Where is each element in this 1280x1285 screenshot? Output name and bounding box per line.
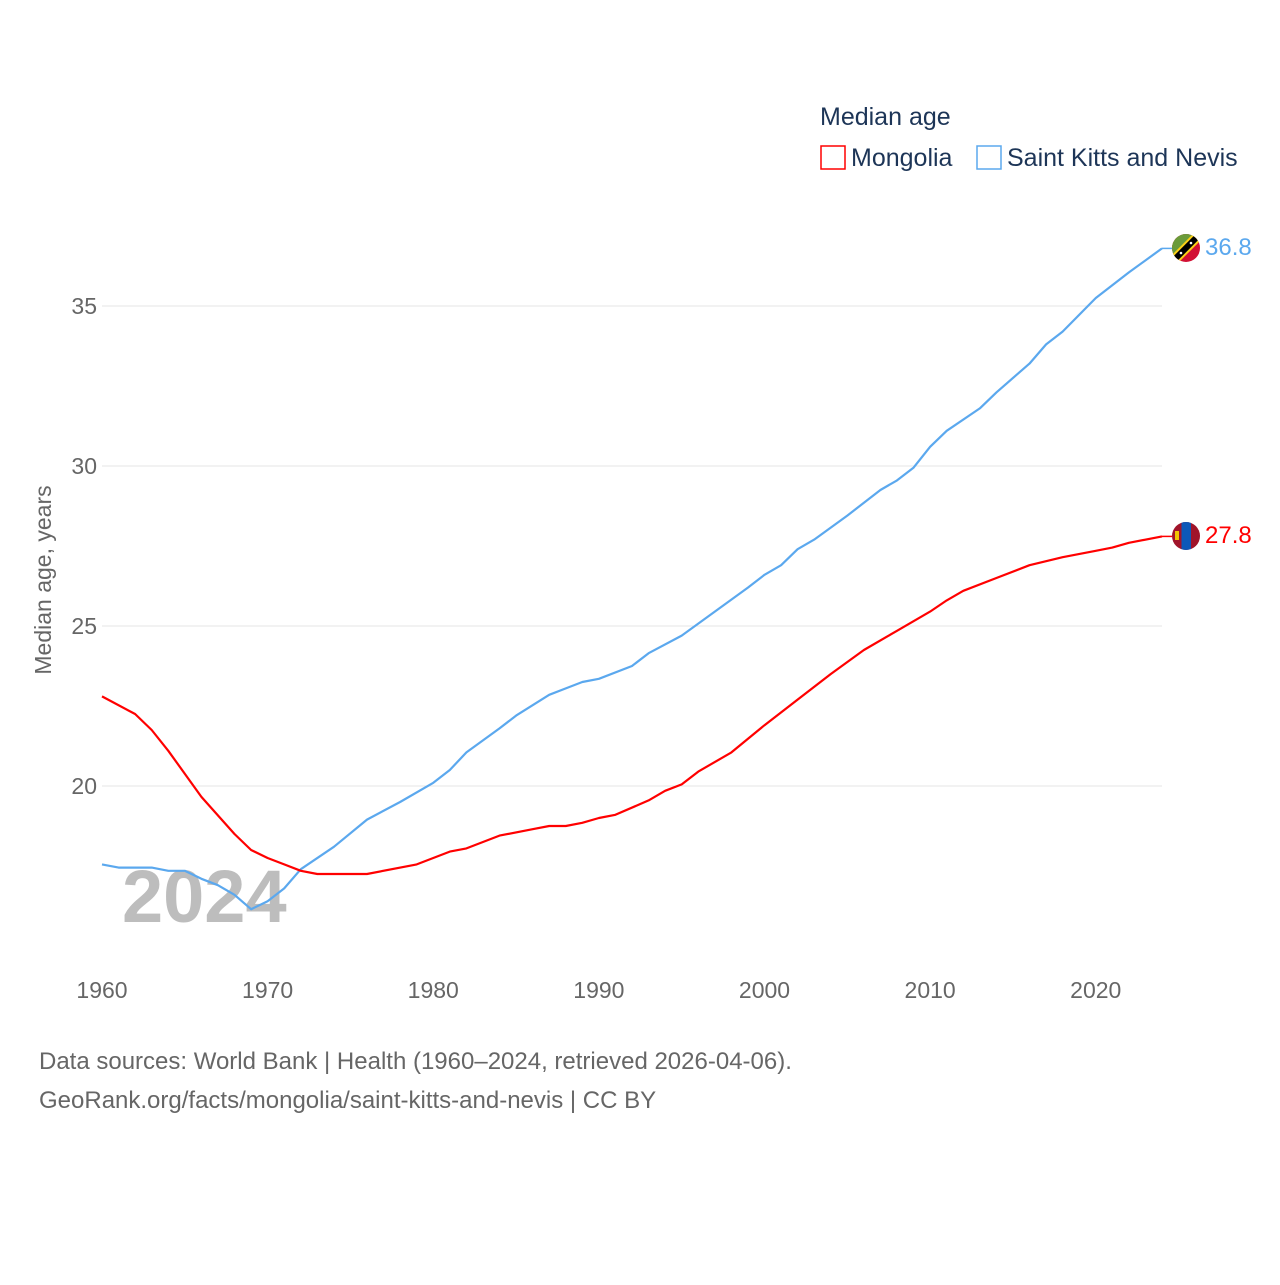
x-tick-label-2000: 2000 [739, 977, 790, 1003]
gridlines [102, 305, 1162, 787]
y-tick-label-30: 30 [71, 453, 97, 479]
y-tick-label-25: 25 [71, 613, 97, 639]
x-tick-label-2020: 2020 [1070, 977, 1121, 1003]
data-source-line: Data sources: World Bank | Health (1960–… [39, 1048, 792, 1075]
legend-swatch-saint-kitts-and-nevis [976, 145, 1002, 170]
series-lines [101, 247, 1172, 911]
x-tick-label-1970: 1970 [242, 977, 293, 1003]
flag-mongolia-icon [1172, 522, 1200, 550]
y-axis-ticks: 20 25 30 35 [71, 293, 97, 799]
legend-item-saint-kitts-and-nevis[interactable]: Saint Kitts and Nevis [976, 144, 1238, 172]
legend-label-saint-kitts-and-nevis: Saint Kitts and Nevis [1007, 144, 1238, 172]
x-axis-ticks: 1960 1970 1980 1990 2000 2010 2020 [76, 977, 1121, 1003]
y-tick-label-20: 20 [71, 773, 97, 799]
end-label-mongolia: 27.8 [1205, 522, 1252, 549]
x-tick-label-1980: 1980 [408, 977, 459, 1003]
x-tick-label-1990: 1990 [573, 977, 624, 1003]
series-line-mongolia [101, 535, 1163, 876]
legend-item-mongolia[interactable]: Mongolia [820, 144, 953, 172]
year-watermark: 2024 [122, 855, 287, 938]
flag-saint-kitts-and-nevis-icon [1172, 234, 1200, 262]
x-tick-label-2010: 2010 [905, 977, 956, 1003]
legend-title: Median age [820, 103, 951, 131]
attribution-link[interactable]: GeoRank.org/facts/mongolia/saint-kitts-a… [39, 1087, 656, 1114]
series-line-saint-kitts-and-nevis [101, 247, 1163, 911]
end-label-saint-kitts-and-nevis: 36.8 [1205, 234, 1252, 261]
legend-swatch-mongolia [820, 145, 846, 170]
y-axis-title: Median age, years [30, 485, 56, 674]
x-tick-label-1960: 1960 [76, 977, 127, 1003]
y-tick-label-35: 35 [71, 293, 97, 319]
legend-label-mongolia: Mongolia [851, 144, 953, 172]
legend: Median age Mongolia Saint Kitts and Nevi… [820, 103, 1238, 172]
